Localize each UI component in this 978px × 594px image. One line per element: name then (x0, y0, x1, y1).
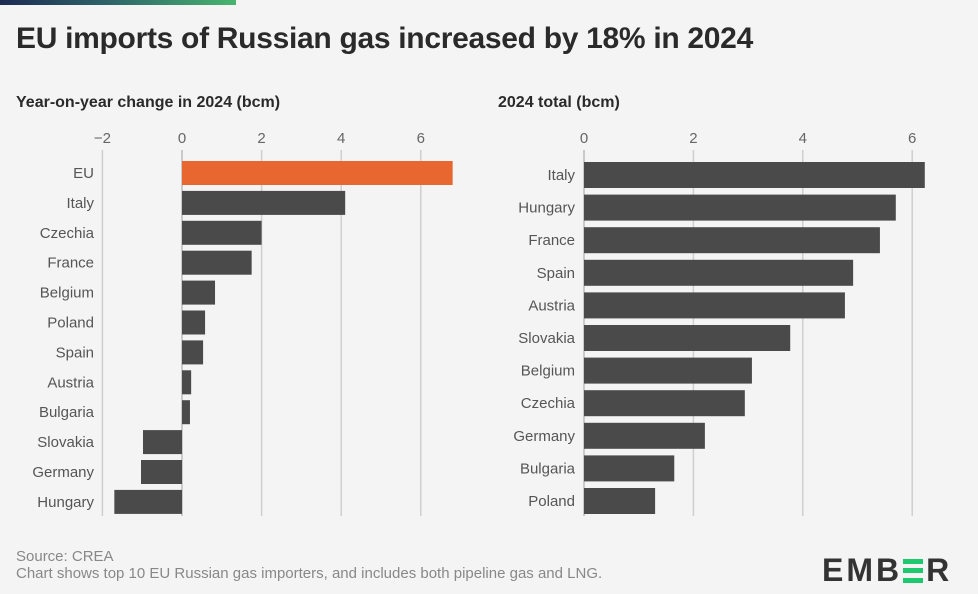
left-chart-subtitle: Year-on-year change in 2024 (bcm) (16, 94, 281, 111)
left-tick-label: 0 (178, 130, 186, 147)
left-bar-slovakia (142, 430, 182, 455)
left-category-label: Czechia (40, 225, 95, 242)
right-category-label: Austria (528, 297, 575, 314)
right-tick-label: 2 (689, 130, 697, 147)
right-bar-austria (584, 292, 845, 319)
left-category-label: Spain (56, 344, 94, 361)
right-bar-belgium (584, 357, 752, 384)
right-tick-label: 0 (580, 130, 588, 147)
left-category-label: Austria (47, 374, 94, 391)
left-bar-hungary (114, 489, 182, 514)
left-bar-italy (182, 190, 346, 215)
left-category-label: France (47, 255, 94, 272)
left-tick-label: 4 (337, 130, 345, 147)
right-bar-italy (584, 162, 925, 188)
right-category-label: France (528, 232, 575, 249)
right-bar-slovakia (584, 325, 791, 351)
left-bar-eu (182, 161, 453, 185)
left-bar-spain (182, 340, 204, 365)
right-tick-label: 6 (908, 130, 916, 147)
left-bar-bulgaria (182, 400, 190, 425)
right-bar-czechia (584, 390, 745, 417)
chart-title: EU imports of Russian gas increased by 1… (16, 22, 753, 55)
chart-note: Chart shows top 10 EU Russian gas import… (16, 565, 603, 582)
right-category-label: Bulgaria (520, 460, 576, 477)
left-bar-austria (182, 370, 192, 395)
right-category-label: Germany (513, 428, 575, 445)
ember-logo: EMB R (822, 552, 953, 588)
right-category-label: Slovakia (518, 330, 575, 347)
left-tick-label: 2 (257, 130, 265, 147)
right-category-label: Belgium (521, 363, 575, 380)
right-bar-france (584, 227, 880, 254)
source-note: Source: CREA (16, 548, 114, 565)
right-bar-poland (584, 488, 656, 514)
right-category-label: Italy (547, 167, 575, 184)
left-category-label: Poland (47, 315, 94, 332)
right-bar-germany (584, 422, 705, 449)
left-category-label: Belgium (40, 285, 94, 302)
left-category-label: Hungary (37, 494, 94, 511)
left-category-label: Italy (66, 195, 94, 212)
right-chart-subtitle: 2024 total (bcm) (498, 94, 620, 111)
right-category-label: Hungary (518, 200, 575, 217)
right-tick-label: 4 (799, 130, 807, 147)
left-bar-poland (182, 310, 206, 335)
right-category-label: Czechia (521, 395, 576, 412)
left-bar-czechia (182, 220, 262, 245)
footer: Source: CREA Chart shows top 10 EU Russi… (16, 548, 602, 582)
left-bar-belgium (182, 280, 216, 305)
left-bar-germany (141, 460, 182, 484)
right-bar-hungary (584, 194, 896, 221)
right-bar-bulgaria (584, 455, 675, 482)
logo-green-e-icon (903, 558, 924, 583)
right-bar-spain (584, 259, 854, 286)
right-category-label: Poland (528, 493, 575, 510)
left-bar-france (182, 250, 252, 275)
left-category-label: Slovakia (37, 434, 94, 451)
left-category-label: EU (73, 165, 94, 182)
left-tick-label: −2 (94, 130, 111, 147)
left-category-label: Bulgaria (39, 404, 95, 421)
left-category-label: Germany (32, 464, 94, 481)
right-category-label: Spain (537, 265, 575, 282)
brand-gradient-bar (0, 0, 236, 5)
left-tick-label: 6 (417, 130, 425, 147)
